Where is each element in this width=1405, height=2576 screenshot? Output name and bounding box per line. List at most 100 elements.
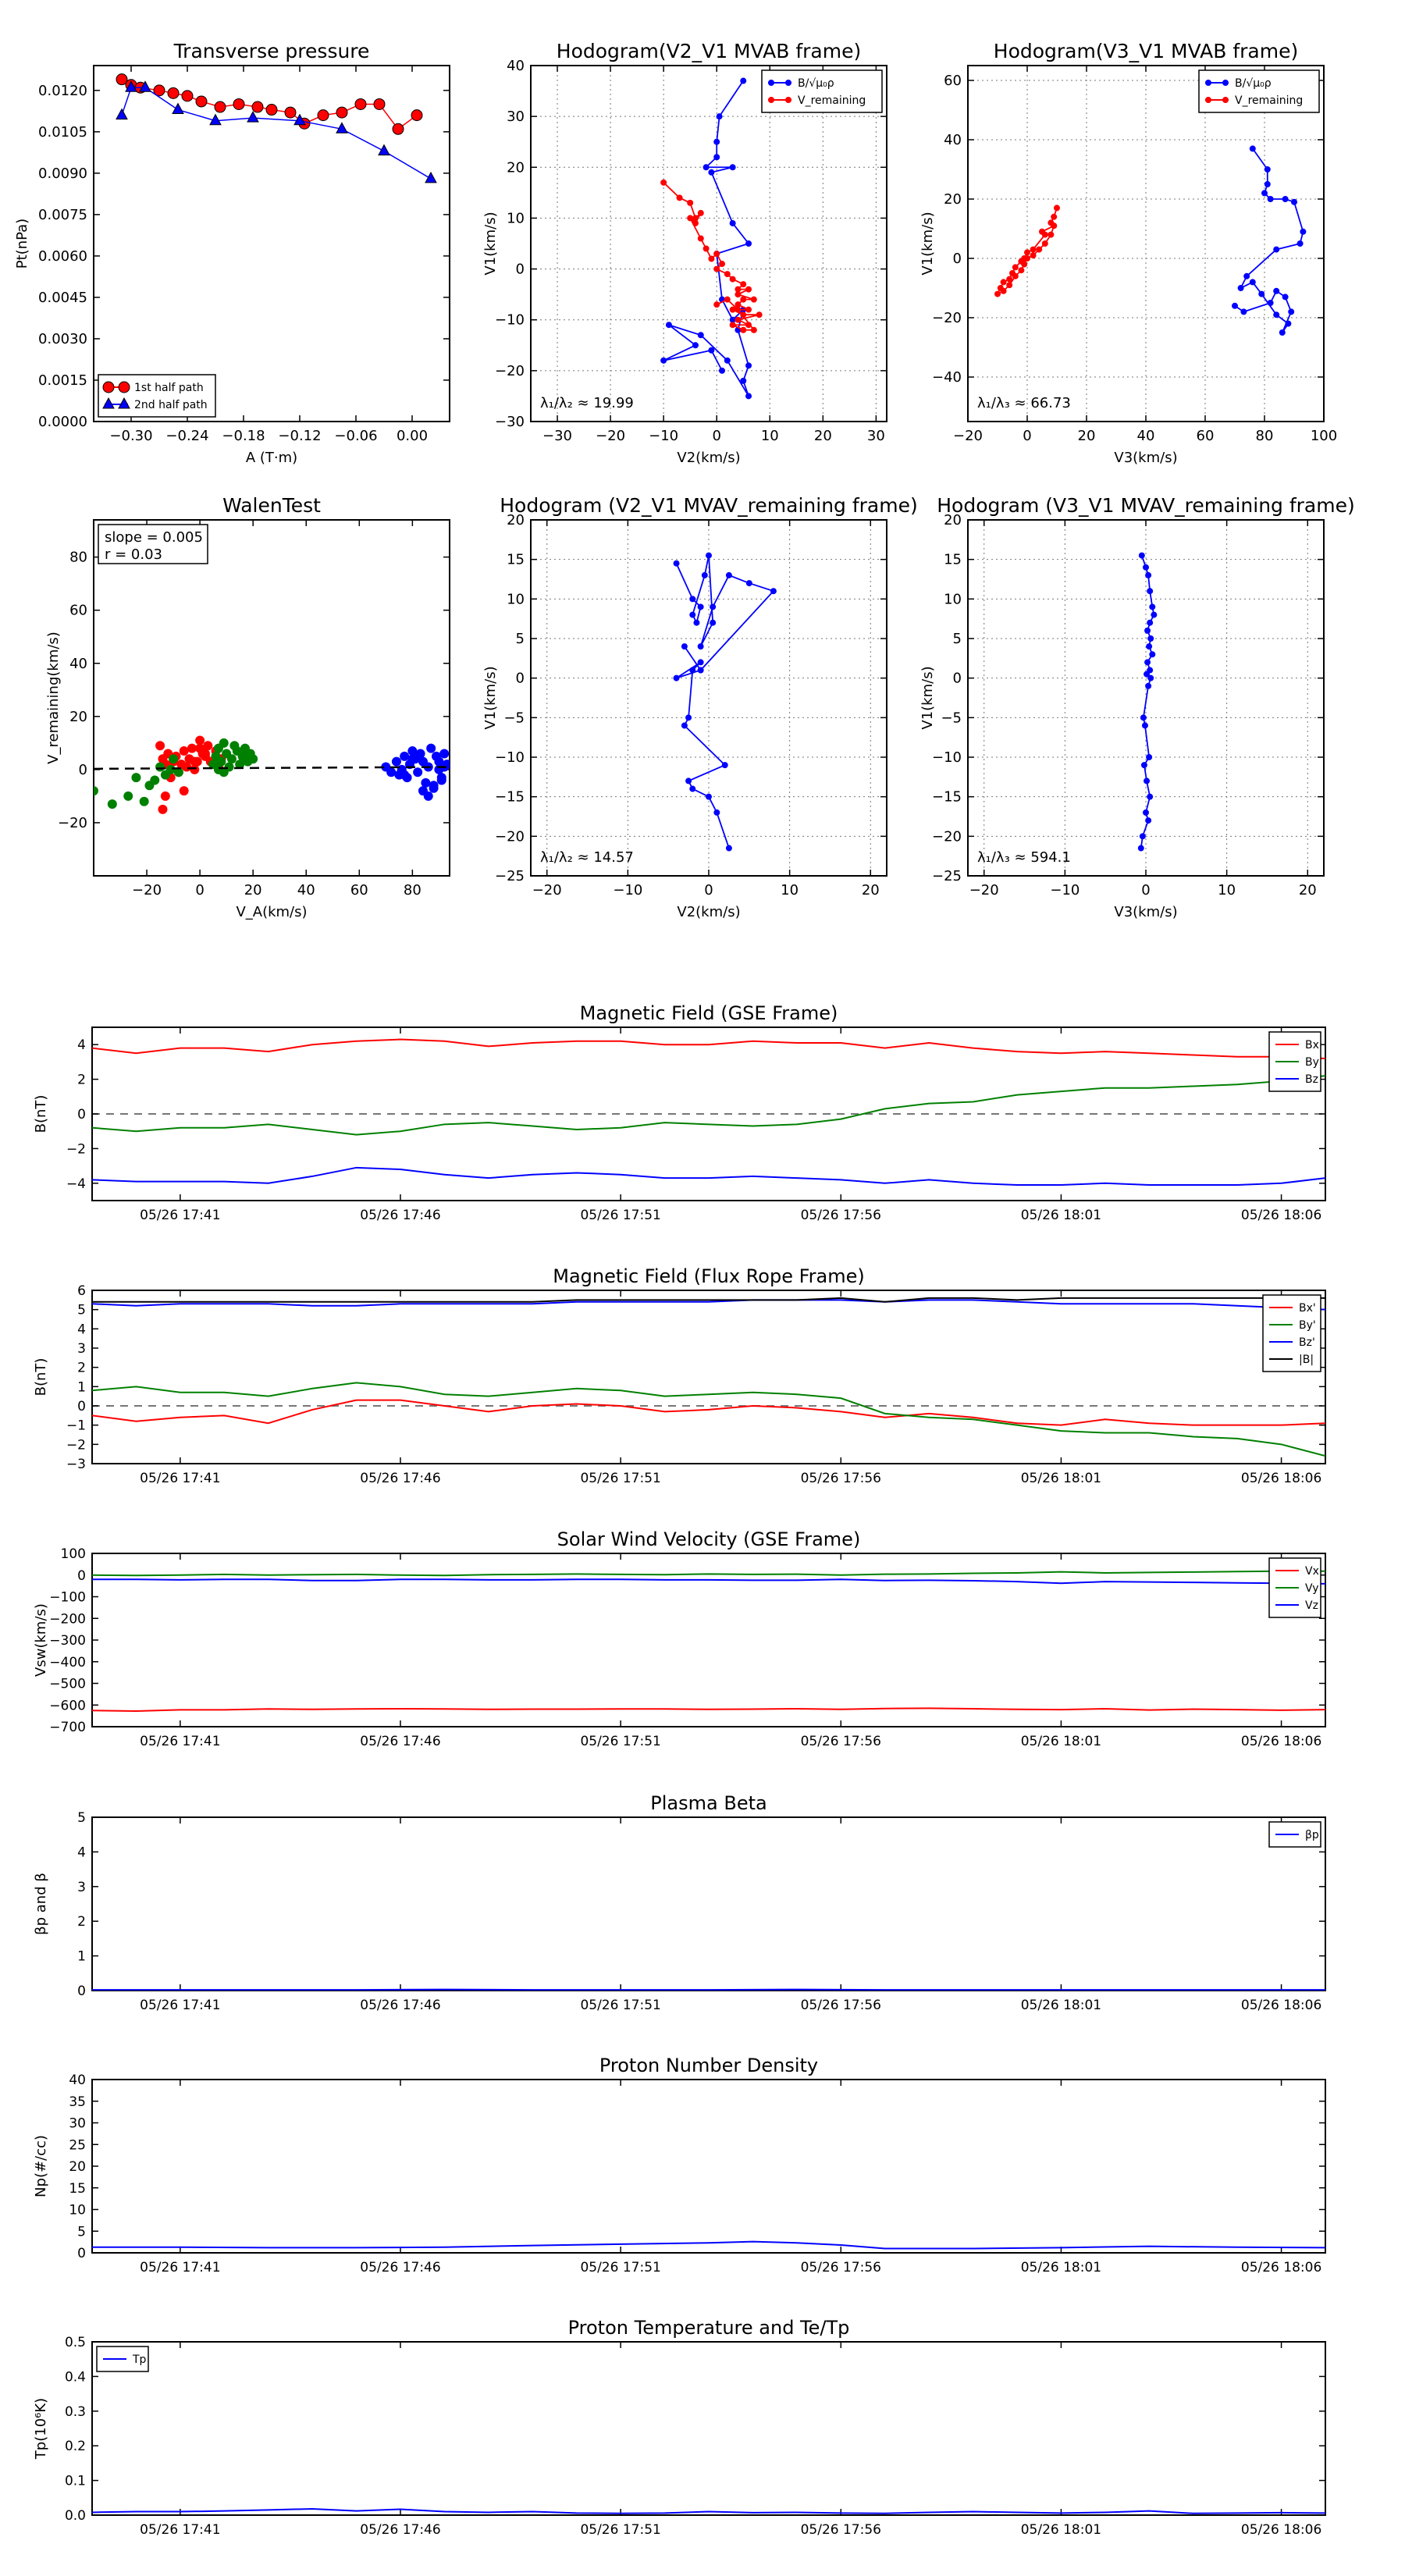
data-point [1147, 588, 1154, 595]
data-point [724, 271, 731, 278]
data-point [1143, 564, 1149, 571]
y-tick-label: 0.0030 [38, 331, 87, 347]
legend-label: B/√μ₀ρ [1235, 77, 1272, 90]
data-point [413, 767, 423, 777]
data-point [681, 722, 688, 729]
series-b-line [1140, 555, 1155, 849]
data-point [692, 342, 699, 349]
y-axis-label: Tp(10⁶K) [33, 2398, 49, 2460]
x-tick-label: 05/26 17:41 [140, 1471, 220, 1486]
data-point [179, 746, 189, 756]
data-point [411, 109, 423, 122]
data-point [200, 749, 210, 759]
data-point [169, 754, 179, 764]
series-vx-line [92, 1707, 1325, 1713]
y-axis-label: B(nT) [33, 1095, 49, 1133]
x-tick-label: −0.24 [165, 428, 208, 444]
data-point [1267, 300, 1274, 306]
data-point [701, 571, 708, 578]
x-tick-label: 05/26 17:41 [140, 2522, 220, 2538]
data-point [1036, 246, 1043, 253]
data-point [219, 738, 229, 748]
y-tick-label: 60 [944, 73, 962, 89]
data-point [1145, 682, 1152, 689]
series-tp-line [92, 2508, 1325, 2514]
x-tick-label: 05/26 18:01 [1021, 2260, 1101, 2275]
data-point [706, 552, 712, 559]
legend: Bx' By' Bz' |B| [1262, 1294, 1321, 1372]
legend-marker [785, 97, 791, 103]
data-point [770, 588, 777, 595]
x-tick-label: 0 [712, 428, 720, 444]
data-point [697, 209, 704, 216]
data-point [702, 164, 710, 171]
chart-ts_v: Solar Wind Velocity (GSE Frame) 05/26 17:… [33, 1528, 1326, 1749]
data-point [1041, 231, 1048, 238]
y-tick-label: 4 [77, 1322, 86, 1337]
data-point [1147, 793, 1154, 800]
data-point [725, 571, 732, 578]
data-point [1030, 246, 1037, 253]
data-point [1054, 205, 1060, 212]
data-point [1282, 294, 1289, 301]
data-point [219, 767, 229, 777]
y-tick-label: 0.0000 [38, 414, 87, 430]
data-point [735, 316, 742, 323]
x-tick-label: 30 [867, 428, 885, 444]
data-point [216, 756, 226, 767]
data-point [1139, 833, 1146, 840]
y-tick-label: −1 [66, 1418, 86, 1434]
x-tick-label: −10 [613, 882, 642, 898]
data-point [407, 754, 418, 764]
y-tick-label: 0 [79, 762, 87, 778]
data-point [729, 164, 736, 171]
data-point [756, 311, 763, 318]
legend-marker [1222, 80, 1229, 86]
data-point [400, 751, 410, 761]
fit-line [94, 766, 450, 770]
y-tick-label: 6 [77, 1283, 86, 1299]
data-point [713, 251, 720, 258]
data-point [179, 786, 189, 796]
chart-title: Magnetic Field (GSE Frame) [580, 1002, 838, 1024]
data-point [713, 138, 720, 145]
x-tick-label: 05/26 17:51 [580, 1734, 660, 1749]
legend-label: V_remaining [798, 94, 866, 107]
x-tick-label: −10 [649, 428, 678, 444]
x-tick-label: 05/26 17:41 [140, 1998, 220, 2013]
x-tick-label: 0 [195, 882, 204, 898]
data-point [1237, 285, 1244, 291]
data-point [719, 261, 726, 268]
series-np-line [92, 2240, 1325, 2250]
y-tick-label: −20 [58, 815, 87, 831]
x-tick-label: 05/26 17:51 [580, 2522, 660, 2538]
plot-frame [91, 2341, 1326, 2516]
y-tick-label: 1 [77, 1379, 86, 1395]
data-point [1024, 249, 1030, 256]
x-axis-label: V2(km/s) [677, 450, 740, 466]
x-tick-label: 20 [814, 428, 832, 444]
data-point [685, 777, 692, 785]
y-tick-label: −100 [49, 1590, 86, 1606]
x-tick-label: 40 [1137, 428, 1155, 444]
legend-marker [102, 397, 115, 409]
legend-label: Vz [1305, 1599, 1318, 1612]
data-point [1146, 754, 1153, 760]
y-tick-label: −700 [49, 1720, 86, 1735]
x-tick-label: 05/26 17:56 [801, 1208, 881, 1223]
chart-hodo4: Hodogram (V3_V1 MVAV_remaining frame) −20… [919, 494, 1355, 920]
data-point [745, 286, 752, 293]
plot-frame [91, 1816, 1326, 1991]
data-point [160, 791, 170, 801]
x-tick-label: 20 [862, 882, 880, 898]
x-tick-label: 40 [297, 882, 315, 898]
x-tick-label: −20 [953, 428, 983, 444]
data-point [354, 98, 367, 110]
data-point [1288, 308, 1295, 315]
data-point [1279, 329, 1286, 336]
y-tick-label: 20 [507, 159, 525, 176]
data-point [713, 301, 720, 308]
data-point [710, 603, 717, 610]
data-point [660, 357, 667, 364]
data-layer [92, 1038, 1325, 1187]
